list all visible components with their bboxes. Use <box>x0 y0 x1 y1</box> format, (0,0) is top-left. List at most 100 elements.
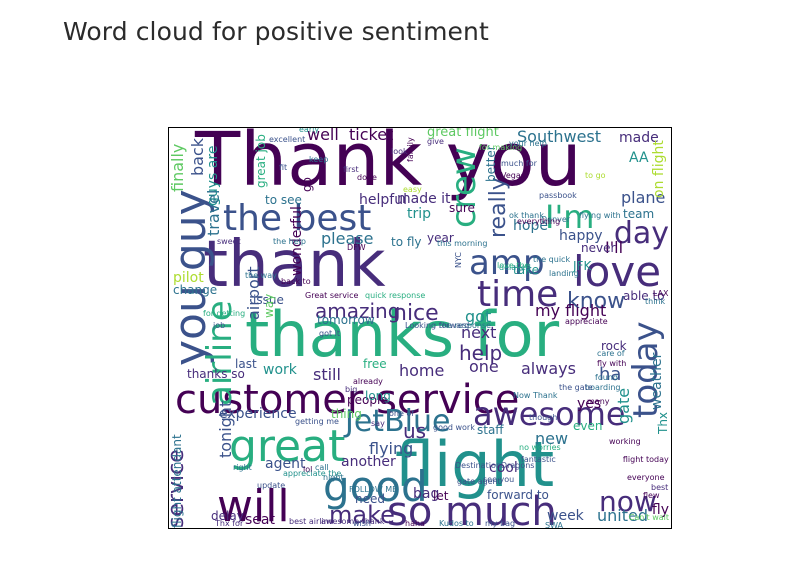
word-made-it: made it <box>397 191 451 207</box>
word-got-it: got it <box>319 329 340 338</box>
word-seat: seat <box>245 512 275 528</box>
word-tomorrow: tomorrow <box>317 313 375 327</box>
word-the-way: the way <box>245 271 277 280</box>
word-experience: experience <box>219 406 297 422</box>
word-look: look <box>391 147 408 156</box>
word-for-getting: for getting <box>203 309 245 318</box>
word-plane: plane <box>621 188 665 207</box>
word-nice: nice <box>393 301 439 326</box>
word-really: really <box>486 177 511 238</box>
word-found: found <box>595 373 618 382</box>
word-flying-with: flying with <box>579 211 621 220</box>
word-take: take <box>513 263 539 277</box>
word-cloud: Thank you thank thanks for customer service… <box>168 127 672 529</box>
word-now: now <box>599 485 657 518</box>
word-time: time <box>477 274 558 315</box>
word-airline: airline <box>200 300 240 406</box>
word-the-gate: the gate <box>559 383 593 392</box>
word-fantastic: fantastic <box>521 455 556 464</box>
word-care-of: care of <box>597 349 625 358</box>
word-follow-me: FOLLOW ME <box>349 485 397 494</box>
word-denver: Denver <box>541 215 571 224</box>
word-thanks-so: thanks so <box>187 367 245 381</box>
word-us: us <box>403 419 426 443</box>
word-wish: wish <box>353 519 371 528</box>
word-destinationdragons: DestinationDragons <box>455 461 534 470</box>
word-cool: cool <box>489 460 518 476</box>
word-better: better <box>484 145 498 182</box>
page-title: Word cloud for positive sentiment <box>63 17 489 46</box>
word-the-help: the help <box>273 237 306 246</box>
word-quick-response: quick response <box>365 291 425 300</box>
word-new: new <box>535 429 568 448</box>
word-the-best: the best <box>223 198 371 239</box>
word-today: today <box>626 321 666 418</box>
word-yes: yes <box>577 396 601 412</box>
word-boarding: boarding <box>585 383 620 392</box>
word-done: done <box>357 173 377 182</box>
word-update: update <box>257 481 285 490</box>
word-nyc: NYC <box>454 252 463 268</box>
word-getting-me: getting me <box>295 417 339 426</box>
word-to-go: to go <box>585 171 606 180</box>
word-night: night <box>323 473 344 482</box>
word-jetblue: JetBlue <box>343 404 450 439</box>
word-year: year <box>427 231 454 245</box>
word-well: well <box>307 128 339 144</box>
word-change: change <box>173 283 217 297</box>
word-back-to: back to <box>281 277 311 286</box>
word-wonderful: wonderful <box>289 206 305 276</box>
word-appreciate: appreciate <box>565 317 608 326</box>
word-travel: travel <box>204 190 223 236</box>
word-gate-agent: gate agent <box>457 477 501 486</box>
word-way: way <box>262 294 276 318</box>
word-appreciate-the: appreciate the <box>283 469 341 478</box>
word-swa: SWA <box>545 521 564 529</box>
word-looking-forward: Looking forward <box>405 321 469 330</box>
word-tonight: tonight <box>216 401 235 458</box>
word-finally: finally <box>169 144 187 192</box>
word-southwest: Southwest <box>517 128 601 146</box>
word-think: think <box>645 297 666 306</box>
word-gate: gate <box>614 388 633 424</box>
word-aa: AA <box>629 150 649 166</box>
word-call: call <box>315 463 329 472</box>
word-flying: flying <box>369 439 413 458</box>
word-guys-are: guys are <box>205 146 221 206</box>
word-thank: thank <box>203 228 386 302</box>
word-jfk: JFK <box>572 259 592 273</box>
word-staff: staff <box>477 423 504 437</box>
word-help: help <box>459 341 502 365</box>
word-first: first <box>343 165 359 174</box>
word-thx-for: Thx for <box>214 519 244 528</box>
word-weather: weather <box>649 352 665 410</box>
word-great-service: Great service <box>305 291 359 300</box>
word-best-airline: best airline <box>289 517 334 526</box>
word-so-much: so much <box>387 489 557 529</box>
word-fly: fly <box>652 502 669 518</box>
word-need: need <box>355 492 385 506</box>
word-easy: easy <box>403 185 422 194</box>
word-great-flight: great flight <box>427 128 499 140</box>
word-always: always <box>521 359 576 378</box>
word-working: working <box>609 437 641 446</box>
word-early: early <box>299 128 319 134</box>
word-go: go <box>300 177 314 192</box>
word-family: family <box>406 137 415 162</box>
word-flight-attendant: flight attendant <box>170 434 184 528</box>
word-delayed: delayed <box>499 263 531 272</box>
word-thanks-for: thanks for <box>245 298 560 371</box>
word-work: work <box>263 362 298 378</box>
word-much-for: much for <box>501 159 538 168</box>
word-dfw: DFW <box>347 243 366 252</box>
word-love-the: love the <box>497 261 530 270</box>
word-excellent: excellent <box>269 135 305 144</box>
word-even: even <box>573 419 602 433</box>
word-customer-service: customer service <box>175 377 519 423</box>
word-made: made <box>619 130 659 146</box>
word-service: service <box>169 449 189 528</box>
word-kudos-to: Kudos to <box>439 519 474 528</box>
word-though: though <box>529 413 557 422</box>
word-this-morning: this morning <box>437 239 487 248</box>
word-awesome-thank: awesome thank <box>321 517 385 526</box>
